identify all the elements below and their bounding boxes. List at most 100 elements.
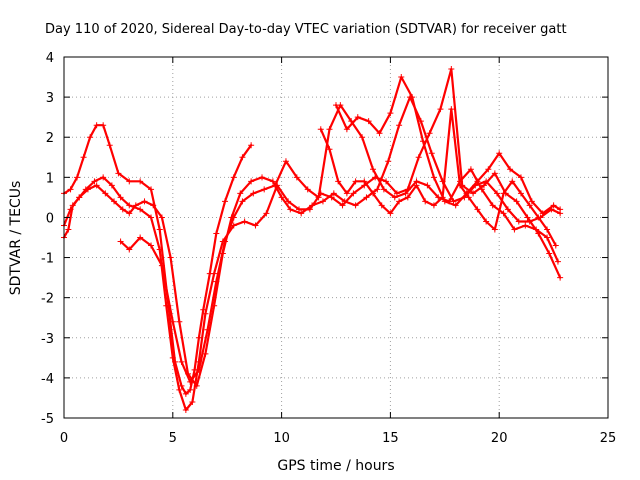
data-point — [76, 194, 83, 201]
data-point — [354, 114, 361, 121]
series-line — [334, 75, 562, 215]
data-point — [480, 182, 487, 189]
data-point — [150, 202, 157, 209]
data-point — [230, 174, 237, 181]
data-point — [550, 202, 557, 209]
y-tick-label: -5 — [41, 412, 54, 427]
x-tick-label: 10 — [273, 431, 290, 446]
data-point — [385, 158, 392, 165]
series-markers — [61, 66, 564, 413]
data-point — [420, 138, 427, 145]
data-point — [335, 178, 342, 185]
data-point — [293, 174, 300, 181]
data-point — [554, 258, 561, 265]
series-markers — [117, 102, 561, 385]
data-point — [352, 178, 359, 185]
data-point — [252, 222, 259, 229]
data-point — [296, 206, 303, 213]
data-point — [396, 198, 403, 205]
data-point — [115, 170, 122, 177]
y-axis-label: SDTVAR / TECUs — [8, 181, 24, 296]
x-tick-label: 0 — [60, 431, 68, 446]
data-point — [494, 190, 501, 197]
data-point — [546, 250, 553, 257]
data-point — [457, 182, 464, 189]
data-point — [259, 174, 266, 181]
chart-title: Day 110 of 2020, Sidereal Day-to-day VTE… — [45, 22, 567, 37]
y-tick-label: 2 — [46, 131, 54, 146]
data-point — [544, 226, 551, 233]
data-point — [169, 318, 176, 325]
data-point — [100, 122, 107, 129]
data-point — [158, 262, 165, 269]
data-point — [343, 190, 350, 197]
data-point — [176, 386, 183, 393]
data-point — [309, 202, 316, 209]
data-point — [376, 130, 383, 137]
data-point — [87, 134, 94, 141]
data-point — [248, 142, 255, 149]
data-point — [167, 254, 174, 261]
data-point — [413, 182, 420, 189]
data-point — [522, 222, 529, 229]
data-point — [557, 206, 564, 213]
data-point — [278, 194, 285, 201]
data-point — [239, 154, 246, 161]
data-point — [439, 194, 446, 201]
data-point — [535, 214, 542, 221]
series-line — [62, 95, 562, 387]
data-point — [74, 174, 81, 181]
data-point — [483, 218, 490, 225]
data-point — [396, 122, 403, 129]
data-point — [350, 190, 357, 197]
data-point — [80, 154, 87, 161]
y-tick-label: -1 — [41, 252, 54, 267]
data-point — [467, 166, 474, 173]
data-point — [237, 190, 244, 197]
data-point — [202, 310, 209, 317]
data-point — [383, 178, 390, 185]
data-point — [491, 226, 498, 233]
data-point — [195, 366, 202, 373]
data-point — [169, 354, 176, 361]
data-point — [91, 178, 98, 185]
data-point — [241, 218, 248, 225]
data-point — [326, 146, 333, 153]
data-point — [67, 206, 74, 213]
data-point — [352, 202, 359, 209]
data-point — [557, 274, 564, 281]
series-layer — [61, 66, 564, 413]
data-point — [117, 194, 124, 201]
data-point — [111, 198, 118, 205]
data-point — [509, 178, 516, 185]
data-point — [437, 106, 444, 113]
data-point — [393, 190, 400, 197]
data-point — [402, 190, 409, 197]
data-point — [387, 110, 394, 117]
data-point — [126, 210, 133, 217]
plot-frame — [63, 56, 609, 419]
data-point — [261, 186, 268, 193]
data-point — [211, 270, 218, 277]
data-point — [126, 178, 133, 185]
data-point — [361, 178, 368, 185]
data-point — [333, 102, 339, 109]
data-point — [387, 210, 394, 217]
series-markers — [333, 74, 564, 217]
data-point — [158, 214, 165, 221]
series-line — [119, 103, 560, 383]
data-point — [178, 358, 185, 365]
data-point — [474, 206, 481, 213]
data-point — [239, 198, 246, 205]
data-point — [452, 202, 459, 209]
grid-layer — [64, 57, 608, 418]
data-point — [539, 210, 546, 217]
data-point — [65, 226, 72, 233]
data-point — [526, 218, 533, 225]
data-point — [230, 214, 237, 221]
data-point — [398, 74, 405, 81]
data-point — [248, 178, 255, 185]
data-point — [272, 182, 279, 189]
data-point — [478, 186, 485, 193]
y-tick-label: 4 — [46, 51, 54, 66]
